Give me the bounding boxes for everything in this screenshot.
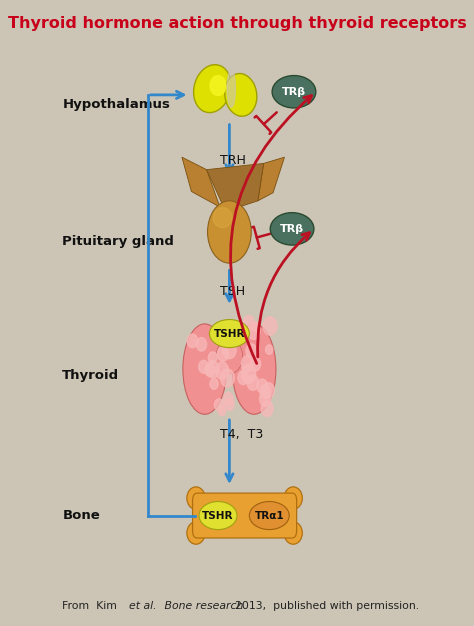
- Ellipse shape: [225, 398, 234, 410]
- Ellipse shape: [241, 364, 256, 383]
- Ellipse shape: [265, 345, 273, 354]
- Ellipse shape: [241, 356, 254, 372]
- Text: T4,  T3: T4, T3: [220, 428, 263, 441]
- Polygon shape: [182, 157, 220, 207]
- Ellipse shape: [196, 337, 207, 351]
- Text: Thyroid hormone action through thyroid receptors: Thyroid hormone action through thyroid r…: [8, 16, 466, 31]
- Ellipse shape: [218, 347, 228, 361]
- Ellipse shape: [210, 379, 218, 389]
- Text: TSH: TSH: [220, 285, 245, 298]
- Ellipse shape: [260, 385, 271, 399]
- Text: Thyroid: Thyroid: [62, 369, 119, 382]
- Ellipse shape: [183, 324, 227, 414]
- Ellipse shape: [284, 522, 302, 544]
- Text: Hypothalamus: Hypothalamus: [62, 98, 170, 111]
- Ellipse shape: [213, 208, 232, 228]
- Text: TSHR: TSHR: [214, 329, 245, 339]
- Ellipse shape: [220, 369, 234, 387]
- Ellipse shape: [227, 70, 236, 107]
- Ellipse shape: [210, 319, 249, 347]
- Ellipse shape: [263, 317, 277, 335]
- Ellipse shape: [187, 487, 205, 510]
- Text: et al.: et al.: [129, 601, 156, 611]
- Text: TRβ: TRβ: [282, 87, 306, 97]
- Text: TSHR: TSHR: [202, 511, 234, 521]
- Ellipse shape: [232, 324, 276, 414]
- Ellipse shape: [284, 487, 302, 510]
- Text: From  Kim: From Kim: [62, 601, 121, 611]
- Text: Bone research: Bone research: [161, 601, 244, 611]
- Text: Pituitary gland: Pituitary gland: [62, 235, 174, 248]
- Ellipse shape: [238, 371, 248, 384]
- Ellipse shape: [214, 399, 224, 411]
- Ellipse shape: [249, 501, 289, 530]
- Ellipse shape: [270, 213, 314, 245]
- Ellipse shape: [261, 401, 273, 416]
- Polygon shape: [258, 157, 284, 201]
- Ellipse shape: [247, 323, 260, 339]
- Ellipse shape: [225, 73, 257, 116]
- Ellipse shape: [252, 322, 259, 331]
- Ellipse shape: [208, 352, 217, 364]
- Polygon shape: [207, 163, 264, 212]
- Text: TRβ: TRβ: [280, 224, 304, 234]
- Ellipse shape: [223, 330, 231, 341]
- Ellipse shape: [193, 64, 231, 113]
- Ellipse shape: [223, 341, 236, 359]
- Text: 2013,  published with permission.: 2013, published with permission.: [228, 601, 419, 611]
- Ellipse shape: [199, 361, 209, 373]
- Ellipse shape: [199, 501, 237, 530]
- Ellipse shape: [263, 382, 274, 398]
- Ellipse shape: [210, 76, 226, 96]
- Ellipse shape: [257, 379, 268, 393]
- Ellipse shape: [216, 339, 243, 374]
- Ellipse shape: [250, 357, 261, 371]
- Ellipse shape: [243, 316, 255, 331]
- Ellipse shape: [187, 522, 205, 544]
- Ellipse shape: [205, 364, 215, 377]
- FancyArrowPatch shape: [230, 96, 311, 364]
- Ellipse shape: [187, 334, 198, 348]
- FancyBboxPatch shape: [192, 493, 297, 538]
- Ellipse shape: [246, 344, 256, 358]
- Ellipse shape: [215, 362, 228, 379]
- FancyArrowPatch shape: [257, 233, 310, 357]
- Ellipse shape: [260, 391, 271, 406]
- Ellipse shape: [206, 361, 219, 378]
- Text: TRα1: TRα1: [255, 511, 284, 521]
- Ellipse shape: [247, 375, 259, 390]
- Ellipse shape: [208, 201, 251, 263]
- Ellipse shape: [218, 406, 226, 416]
- Text: TRH: TRH: [220, 154, 246, 167]
- Ellipse shape: [272, 76, 316, 108]
- Text: Bone: Bone: [62, 509, 100, 522]
- Ellipse shape: [223, 393, 233, 405]
